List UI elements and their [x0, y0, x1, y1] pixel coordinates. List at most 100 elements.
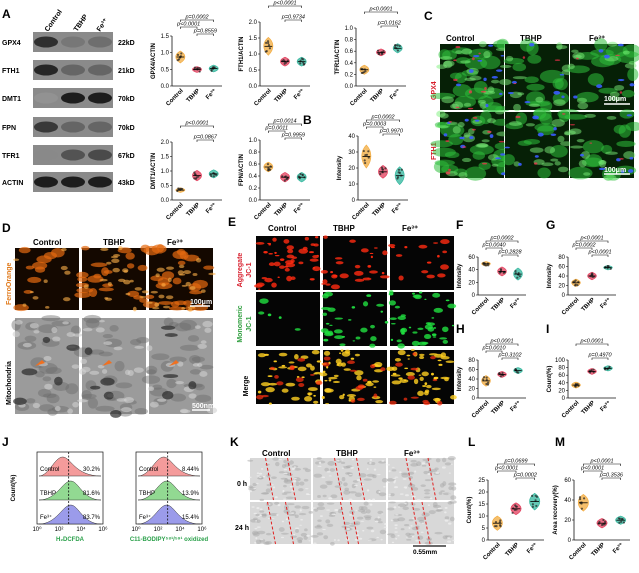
- cell: [317, 519, 322, 522]
- cell: [582, 140, 604, 154]
- cell: [373, 247, 378, 249]
- cell: [188, 393, 197, 399]
- plot-dmt1-actin: 0.0 0.5 1.0 1.5 2.0 DMT1/ACTIN Control TBHP Fe³⁺…: [151, 121, 222, 221]
- cell: [172, 277, 182, 285]
- cell: [576, 138, 585, 143]
- flow-histogram: [137, 480, 201, 501]
- cell: [442, 481, 447, 486]
- cell: [399, 471, 402, 474]
- data-point: [516, 276, 519, 279]
- cell: [464, 118, 469, 122]
- cell: [441, 96, 454, 104]
- cell: [149, 401, 159, 408]
- cell: [397, 517, 406, 522]
- cell: [112, 267, 120, 273]
- flow-percent: 81.6%: [83, 491, 101, 497]
- cell: [322, 312, 328, 317]
- wound-edge: [287, 457, 296, 501]
- data-point: [378, 52, 381, 56]
- cell: [553, 90, 561, 95]
- cell: [83, 284, 89, 289]
- y-tick-label: 0.5: [161, 184, 170, 190]
- cell: [587, 73, 604, 86]
- cell: [405, 532, 411, 537]
- data-point: [482, 376, 486, 379]
- cell: [355, 336, 361, 340]
- flow-cytometry: Control 30.2% TBHP 81.6% Fe³⁺ 83.7% 10⁰ 10² 10⁴ 1…: [11, 451, 208, 543]
- cell: [321, 476, 326, 479]
- panel-label-m: M: [555, 435, 565, 449]
- cell: [370, 336, 377, 342]
- cell: [258, 477, 262, 479]
- cell: [423, 390, 429, 396]
- cell: [442, 492, 451, 496]
- cell: [390, 374, 401, 377]
- cell: [455, 45, 461, 49]
- data-point: [177, 58, 181, 61]
- y-axis-label: Area recovery(%): [553, 485, 559, 534]
- cell: [609, 91, 620, 98]
- cell: [272, 457, 280, 461]
- cell: [539, 113, 553, 125]
- cell: [265, 532, 272, 536]
- cell: [369, 503, 373, 506]
- cell: [433, 242, 439, 244]
- cell: [54, 376, 63, 386]
- data-point: [396, 44, 399, 47]
- y-axis-label: Intensity: [457, 263, 463, 288]
- cell: [278, 352, 288, 357]
- cell: [433, 376, 439, 380]
- cell: [349, 369, 357, 372]
- cell: [431, 317, 435, 319]
- p-value-top: p=0.0002: [184, 15, 208, 21]
- data-point: [267, 43, 271, 47]
- cell: [513, 82, 517, 85]
- data-point: [210, 175, 213, 178]
- cell: [324, 387, 332, 393]
- cell: [141, 375, 161, 384]
- cell: [253, 512, 257, 515]
- cell: [344, 487, 350, 492]
- y-axis-label: FPN/ACTIN: [239, 154, 245, 186]
- cell: [300, 532, 308, 537]
- cell: [334, 335, 344, 340]
- y-tick-label: 5: [482, 526, 486, 532]
- data-point: [592, 368, 595, 371]
- wb-kda-label: 70kD: [118, 96, 135, 103]
- cell: [67, 408, 73, 414]
- cell: [480, 90, 487, 93]
- cell: [513, 103, 521, 112]
- cell: [393, 506, 397, 509]
- cell: [569, 124, 576, 126]
- y-tick-label: 60: [468, 368, 475, 374]
- cell: [433, 327, 437, 329]
- cell: [533, 162, 538, 165]
- cell: [164, 333, 178, 338]
- cell: [629, 83, 635, 87]
- y-tick-label: 0.0: [249, 84, 258, 90]
- cell: [491, 163, 499, 167]
- cell: [439, 113, 449, 119]
- cell: [339, 343, 346, 347]
- cell: [403, 397, 408, 401]
- cell: [348, 491, 357, 494]
- cell: [278, 316, 282, 319]
- cell: [380, 367, 386, 372]
- cell: [487, 154, 499, 161]
- cell: [472, 119, 483, 124]
- k-time-24h: 24 h: [235, 525, 249, 532]
- cell: [421, 371, 429, 377]
- cell: [247, 459, 254, 462]
- cell: [395, 537, 398, 540]
- wb-protein-label: GPX4: [2, 40, 21, 47]
- cell: [298, 513, 307, 516]
- cell: [257, 353, 266, 358]
- y-tick-label: 1.5: [249, 36, 258, 42]
- cell: [438, 491, 443, 495]
- p-value-top: p<0.0001: [368, 7, 392, 13]
- cell: [346, 394, 356, 397]
- cell: [268, 382, 278, 386]
- cell: [391, 323, 396, 325]
- wb-protein-label: ACTIN: [2, 180, 23, 187]
- cell: [450, 463, 453, 465]
